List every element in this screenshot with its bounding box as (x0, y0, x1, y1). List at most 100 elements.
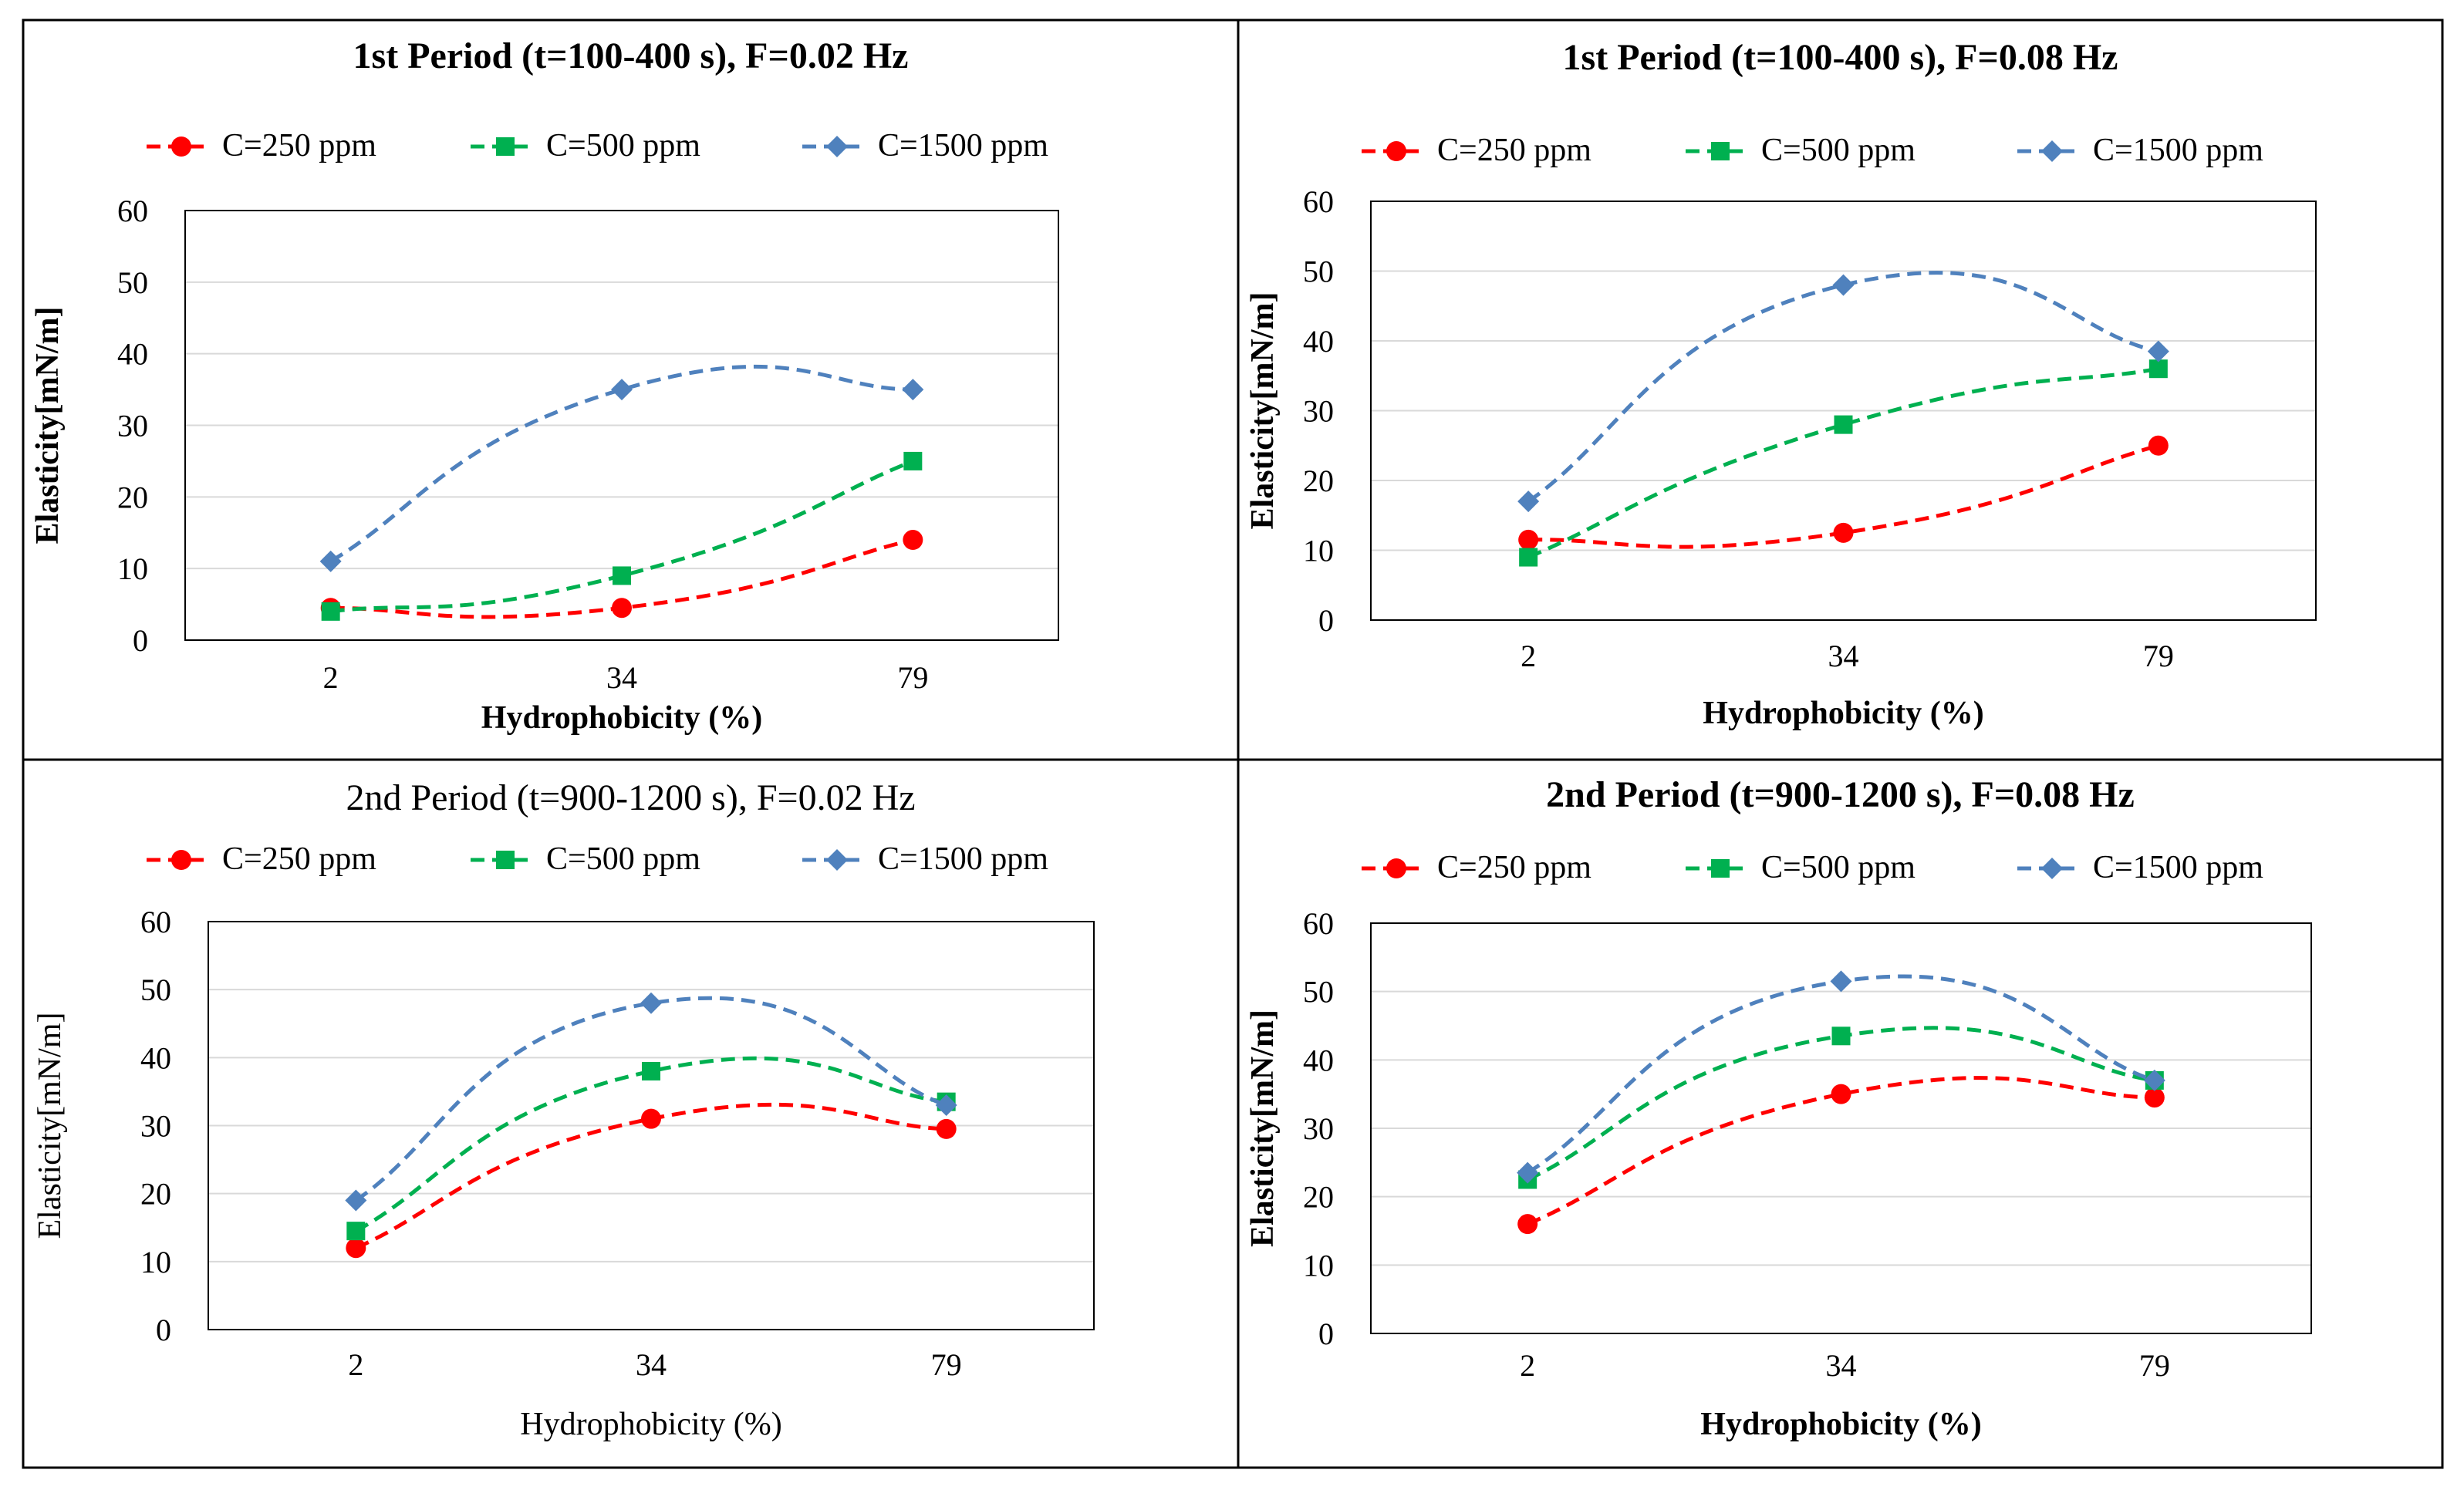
data-point (1517, 490, 1540, 513)
chart-title: 1st Period (t=100-400 s), F=0.02 Hz (353, 35, 909, 76)
x-tick-label: 2 (348, 1347, 363, 1382)
legend-entry: C=500 ppm (1686, 133, 1916, 168)
legend-marker (1711, 142, 1730, 160)
legend-marker (496, 137, 515, 156)
series-1 (1518, 435, 2169, 550)
y-tick-label: 40 (1303, 1043, 1334, 1077)
series-1 (346, 1102, 957, 1259)
data-point (346, 1238, 366, 1259)
x-tick-label: 79 (2143, 639, 2174, 673)
data-point (1831, 1084, 1851, 1104)
legend-label: C=500 ppm (546, 841, 700, 877)
plot-area (1370, 201, 2317, 621)
legend-label: C=250 ppm (222, 128, 376, 163)
y-axis-label: Elasticity[mN/m] (1245, 1010, 1281, 1247)
x-tick-label: 34 (636, 1347, 667, 1382)
y-tick-label: 10 (140, 1245, 171, 1279)
x-tick-label: 79 (2139, 1348, 2170, 1383)
data-point (1832, 274, 1855, 296)
legend-label: C=500 ppm (1761, 133, 1916, 168)
legend-label: C=1500 ppm (2093, 133, 2263, 168)
legend-entry: C=1500 ppm (802, 841, 1048, 877)
series-2 (346, 1056, 956, 1241)
y-tick-label: 50 (117, 265, 148, 300)
plot-area (184, 210, 1059, 641)
series-3 (1517, 271, 2169, 513)
plot-area (1370, 922, 2312, 1334)
plot-area (208, 921, 1095, 1330)
y-tick-label: 0 (1318, 1316, 1334, 1351)
legend-entry: C=250 ppm (147, 128, 376, 163)
y-tick-label: 0 (1318, 603, 1334, 638)
legend-label: C=500 ppm (1761, 850, 1916, 885)
y-tick-label: 30 (117, 409, 148, 443)
series-1 (1517, 1076, 2165, 1235)
series-line (330, 459, 914, 614)
data-point (1518, 529, 1539, 550)
legend-label: C=500 ppm (546, 128, 700, 163)
series-line (355, 1056, 947, 1233)
data-point (611, 379, 633, 401)
legend-entry: C=250 ppm (1362, 850, 1591, 885)
legend-entry: C=500 ppm (1686, 850, 1916, 885)
y-tick-label: 30 (1303, 394, 1334, 429)
legend-marker (826, 136, 848, 157)
data-point (345, 1189, 367, 1212)
y-axis-label: Elasticity[mN/m] (32, 1013, 68, 1239)
legend-entry: C=1500 ppm (2017, 850, 2263, 885)
data-point (613, 566, 631, 585)
legend-label: C=1500 ppm (878, 128, 1048, 163)
y-tick-label: 40 (140, 1040, 171, 1075)
y-tick-label: 10 (1303, 534, 1334, 568)
x-tick-label: 2 (1520, 1348, 1535, 1383)
series-2 (1518, 1026, 2164, 1189)
y-tick-label: 20 (1303, 464, 1334, 498)
data-point (903, 451, 923, 470)
legend-marker (826, 849, 848, 871)
x-axis-label: Hydrophobicity (%) (1700, 1407, 1981, 1442)
legend-entry: C=250 ppm (1362, 133, 1591, 168)
legend-entry: C=1500 ppm (802, 128, 1048, 163)
data-point (319, 550, 342, 572)
y-tick-label: 0 (156, 1313, 171, 1347)
y-tick-label: 30 (1303, 1111, 1334, 1146)
legend-marker (1711, 859, 1730, 878)
x-tick-label: 34 (606, 660, 637, 695)
legend-marker (2041, 858, 2063, 879)
series-3 (319, 364, 924, 572)
series-line (1527, 271, 2159, 504)
data-point (1831, 1026, 1851, 1046)
legend-label: C=1500 ppm (878, 841, 1048, 877)
data-point (2147, 340, 2169, 362)
data-point (612, 598, 632, 619)
legend-entry: C=250 ppm (147, 841, 376, 877)
data-point (935, 1094, 957, 1117)
legend-marker (1386, 858, 1406, 878)
data-point (346, 1222, 366, 1241)
y-tick-label: 60 (1303, 906, 1334, 941)
y-tick-label: 60 (1303, 184, 1334, 219)
series-line (329, 364, 913, 564)
chart-3: 2nd Period (t=900-1200 s), F=0.02 Hz C=25… (32, 777, 1095, 1442)
y-tick-label: 20 (140, 1177, 171, 1212)
data-point (903, 530, 923, 551)
legend-entry: C=500 ppm (471, 128, 700, 163)
legend-marker (496, 851, 515, 869)
y-tick-label: 20 (117, 480, 148, 514)
chart-title: 2nd Period (t=900-1200 s), F=0.08 Hz (1546, 774, 2135, 815)
x-tick-label: 34 (1828, 639, 1859, 673)
series-2 (1519, 359, 2168, 567)
series-3 (345, 992, 957, 1212)
data-point (936, 1118, 957, 1139)
data-point (642, 1061, 660, 1080)
legend-entry: C=500 ppm (471, 841, 700, 877)
data-point (640, 992, 662, 1014)
panel-border-4 (1237, 758, 2444, 1469)
data-point (1833, 522, 1854, 543)
y-tick-label: 60 (117, 194, 148, 228)
legend-marker (1386, 141, 1406, 161)
y-tick-label: 30 (140, 1109, 171, 1144)
y-tick-label: 10 (1303, 1248, 1334, 1283)
data-point (1517, 1214, 1538, 1235)
